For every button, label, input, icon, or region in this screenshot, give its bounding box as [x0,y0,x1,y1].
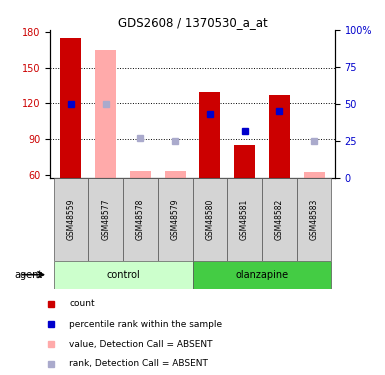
Text: GSM48559: GSM48559 [66,199,75,240]
Text: GSM48580: GSM48580 [205,199,214,240]
Text: percentile rank within the sample: percentile rank within the sample [69,320,223,329]
Bar [123,178,158,261]
Bar [192,261,331,289]
Bar [54,261,192,289]
Bar [234,145,255,178]
Text: GSM48577: GSM48577 [101,199,110,240]
Bar [130,171,151,178]
Text: GSM48579: GSM48579 [171,199,180,240]
Bar [60,38,81,178]
Text: GSM48581: GSM48581 [240,199,249,240]
Text: value, Detection Call = ABSENT: value, Detection Call = ABSENT [69,339,213,348]
Text: olanzapine: olanzapine [235,270,288,280]
Bar [88,178,123,261]
Text: GSM48583: GSM48583 [310,199,319,240]
Bar [297,178,331,261]
Title: GDS2608 / 1370530_a_at: GDS2608 / 1370530_a_at [118,16,267,29]
Bar [192,178,227,261]
Bar [199,92,220,178]
Bar [269,95,290,178]
Text: GSM48582: GSM48582 [275,199,284,240]
Bar [262,178,297,261]
Bar [95,50,116,178]
Bar [165,171,186,178]
Text: GSM48578: GSM48578 [136,199,145,240]
Bar [158,178,192,261]
Text: rank, Detection Call = ABSENT: rank, Detection Call = ABSENT [69,359,208,368]
Text: count: count [69,299,95,308]
Bar [304,172,325,178]
Text: agent: agent [14,270,42,280]
Bar [227,178,262,261]
Bar [54,178,88,261]
Text: control: control [106,270,140,280]
